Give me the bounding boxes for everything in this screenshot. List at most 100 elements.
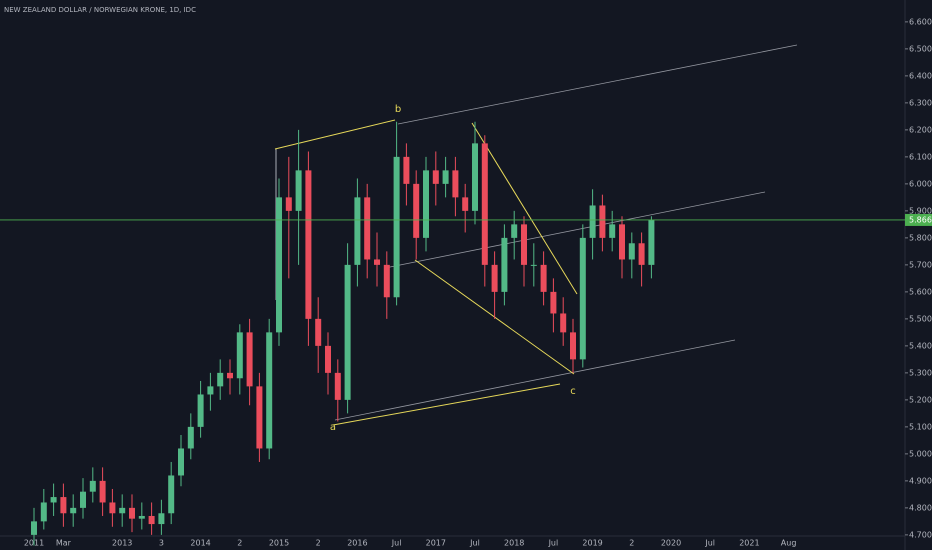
candle-body xyxy=(354,197,361,265)
candle-body xyxy=(521,224,527,265)
y-tick-label: 5.4000 xyxy=(909,341,932,350)
candle-body xyxy=(50,497,57,503)
candle-body xyxy=(638,243,645,265)
candle-body xyxy=(40,502,47,522)
candle-body xyxy=(70,507,77,514)
last-price-label: 5.8664 xyxy=(909,215,932,224)
candle-body xyxy=(325,345,331,373)
candle-body xyxy=(305,170,312,319)
y-tick-label: 5.6000 xyxy=(909,287,932,296)
candle-body xyxy=(256,386,263,449)
x-tick-label: 2014 xyxy=(190,539,210,548)
y-tick-label: 5.2000 xyxy=(909,395,932,404)
candle-body xyxy=(452,170,459,198)
candle-body xyxy=(60,497,67,514)
candle-body xyxy=(197,394,204,427)
y-tick-label: 6.5000 xyxy=(909,44,932,53)
candle-body xyxy=(374,259,380,265)
candle-body xyxy=(109,502,116,514)
candle-body xyxy=(579,237,586,360)
candle-body xyxy=(80,491,86,508)
candle-body xyxy=(364,197,371,260)
x-tick-label: 2 xyxy=(316,539,321,548)
candle-body xyxy=(207,386,214,395)
x-tick-label: Mar xyxy=(56,539,72,548)
y-tick-label: 5.1000 xyxy=(909,422,932,431)
y-tick-label: 6.4000 xyxy=(909,71,932,80)
candle-body xyxy=(540,264,547,292)
candle-body xyxy=(570,332,576,360)
y-tick-label: 4.9000 xyxy=(909,476,932,485)
x-tick-label: Jul xyxy=(548,539,559,548)
y-tick-label: 6.2000 xyxy=(909,125,932,134)
x-tick-label: 2019 xyxy=(582,539,602,548)
trend-line xyxy=(274,119,396,150)
chart-title: NEW ZEALAND DOLLAR / NORWEGIAN KRONE, 1D… xyxy=(4,6,196,14)
y-tick-label: 5.3000 xyxy=(909,368,932,377)
candle-body xyxy=(334,372,341,400)
x-tick-label: 2015 xyxy=(269,539,289,548)
x-tick-label: 2 xyxy=(629,539,634,548)
x-tick-label: Jul xyxy=(469,539,480,548)
x-tick-label: Jul xyxy=(391,539,402,548)
candle-body xyxy=(432,170,439,184)
candle-body xyxy=(129,507,135,519)
y-tick-label: 5.9000 xyxy=(909,206,932,215)
channel-line xyxy=(334,339,736,421)
y-tick-label: 6.1000 xyxy=(909,152,932,161)
y-tick-label: 6.0000 xyxy=(909,179,932,188)
y-tick-label: 5.0000 xyxy=(909,449,932,458)
candle-body xyxy=(178,448,184,476)
trend-line xyxy=(471,122,578,295)
candle-body xyxy=(31,521,37,535)
y-tick-label: 5.7000 xyxy=(909,260,932,269)
y-tick-label: 6.3000 xyxy=(909,98,932,107)
channel-line xyxy=(397,44,798,125)
x-tick-label: 2016 xyxy=(347,539,367,548)
x-tick-label: Jul xyxy=(704,539,715,548)
candle-body xyxy=(491,264,498,292)
trend-line xyxy=(332,383,561,426)
candle-body xyxy=(217,372,224,387)
candle-body xyxy=(295,170,302,211)
candle-body xyxy=(423,170,429,238)
candle-body xyxy=(148,515,155,525)
candle-body xyxy=(560,313,567,333)
candle-body xyxy=(158,513,165,525)
candle-body xyxy=(442,170,449,184)
wave-label: c xyxy=(570,386,576,397)
candle-body xyxy=(393,156,400,298)
y-tick-label: 4.7000 xyxy=(909,530,932,539)
y-tick-label: 6.6000 xyxy=(909,17,932,26)
candle-body xyxy=(599,205,606,238)
candle-body xyxy=(619,224,625,260)
x-tick-label: 2020 xyxy=(661,539,681,548)
candle-body xyxy=(266,332,273,449)
last-price-box xyxy=(905,213,932,226)
candle-body xyxy=(530,264,537,266)
candle-body xyxy=(344,264,351,400)
candle-body xyxy=(276,197,282,333)
candle-body xyxy=(609,224,616,238)
candle-body xyxy=(227,372,233,379)
candle-body xyxy=(187,426,194,449)
x-tick-label: 2 xyxy=(237,539,242,548)
candle-body xyxy=(501,237,508,292)
wave-label: b xyxy=(395,104,401,115)
candle-body xyxy=(168,475,175,514)
y-tick-label: 5.5000 xyxy=(909,314,932,323)
wave-label: a xyxy=(330,422,336,433)
candle-body xyxy=(89,480,96,492)
x-tick-label: 3 xyxy=(159,539,164,548)
candle-body xyxy=(99,480,106,503)
candle-body xyxy=(462,197,469,211)
candle-body xyxy=(589,205,596,238)
candle-body xyxy=(246,332,253,387)
channel-line xyxy=(384,191,766,269)
candle-body xyxy=(119,507,126,514)
x-tick-label: Aug xyxy=(781,539,797,548)
y-tick-label: 4.8000 xyxy=(909,503,932,512)
candle-body xyxy=(383,264,390,298)
